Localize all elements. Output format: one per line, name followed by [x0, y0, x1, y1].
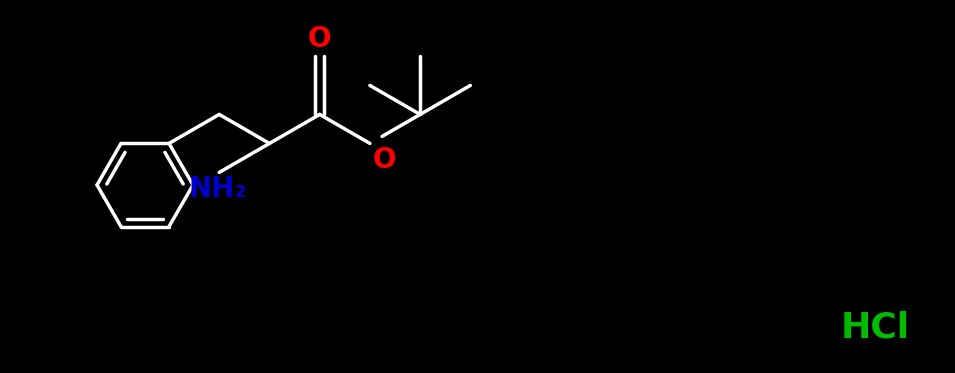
Text: NH₂: NH₂: [188, 175, 246, 203]
Text: O: O: [308, 25, 331, 53]
Text: HCl: HCl: [840, 311, 909, 345]
Text: O: O: [372, 147, 396, 175]
